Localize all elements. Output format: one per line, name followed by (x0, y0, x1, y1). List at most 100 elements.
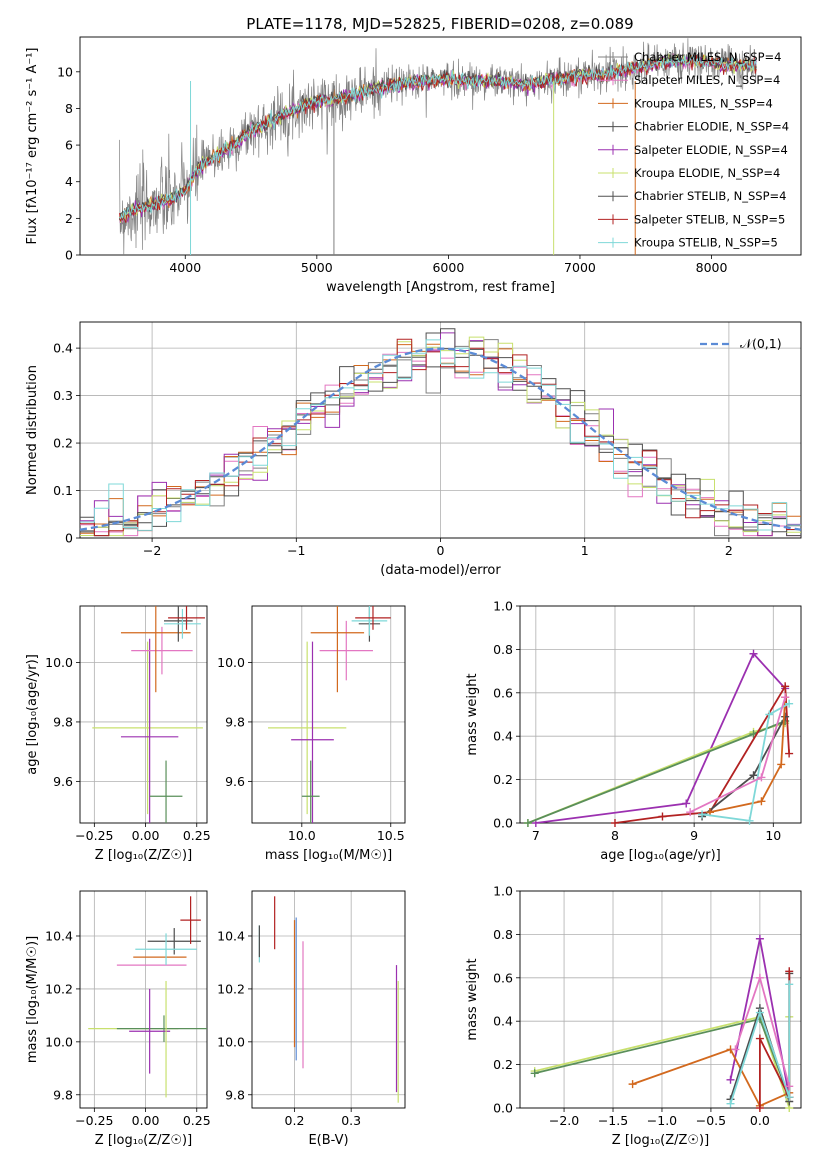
weight-marker (682, 799, 691, 808)
legend-label: Chabrier ELODIE, N_SSP=4 (634, 120, 789, 134)
y-axis-label: Flux [fλ10⁻¹⁷ erg cm⁻² s⁻¹ A⁻¹] (25, 48, 40, 245)
weight-marker (757, 773, 766, 782)
x-tick-label: 10.5 (377, 828, 405, 843)
x-tick-label: −0.5 (696, 1113, 726, 1128)
plot-frame (79, 321, 802, 539)
x-axis-label: (data-model)/error (380, 563, 501, 578)
weight-marker (749, 771, 758, 780)
weight-line (729, 984, 791, 1104)
weight-marker (731, 1045, 740, 1054)
y-tick-label: 4 (65, 174, 73, 189)
legend-label: Chabrier MILES, N_SSP=4 (634, 50, 781, 64)
x-tick-label: 0.00 (132, 1113, 160, 1128)
weight-marker (785, 1082, 794, 1091)
y-tick-label: 0.0 (493, 816, 513, 831)
y-axis-label: mass weight (465, 958, 480, 1040)
histogram-step (80, 339, 801, 537)
weight-marker (610, 819, 619, 827)
x-tick-label: 0.0 (750, 1113, 770, 1128)
y-tick-label: 0.8 (493, 927, 513, 942)
weight-marker (785, 980, 794, 989)
weight-marker (785, 749, 794, 758)
chart-spectrum: 4000 5000 6000 7000 8000 0 2 4 6 8 10 wavelength [A… (25, 36, 802, 295)
plot-frame (519, 605, 802, 824)
weight-marker (757, 797, 766, 806)
y-axis-label: mass [log₁₀(M/M☉)] (25, 936, 40, 1063)
chart-residuals: −2 −1 0 1 2 0 0.1 0.2 0.3 0.4 (data-model)/error No… (25, 321, 802, 578)
figure-title: PLATE=1178, MJD=52825, FIBERID=0208, z=0… (246, 15, 633, 33)
x-tick-label: 0.25 (183, 1113, 211, 1128)
plot-frame (251, 890, 406, 1109)
histogram-step (80, 328, 801, 537)
y-tick-label: 10.4 (217, 928, 245, 943)
x-axis-label: Z [log₁₀(Z/Z☉)] (95, 1133, 192, 1148)
chart-weight_vs_age: 7 8 9 10 0.0 0.2 0.4 0.6 0.8 1.0 age [log₁₀(age/yr… (465, 599, 802, 863)
y-tick-label: 1.0 (493, 884, 513, 899)
x-tick-label: 6000 (432, 260, 464, 275)
weight-marker (755, 1034, 764, 1043)
x-axis-label: mass [log₁₀(M/M☉)] (265, 848, 392, 863)
y-tick-label: 9.8 (225, 714, 245, 729)
plot-frame (251, 605, 406, 824)
x-axis-label: E(B-V) (308, 1133, 348, 1148)
x-tick-label: 5000 (301, 260, 333, 275)
plot-frame (79, 605, 208, 824)
x-tick-label: 0 (437, 543, 445, 558)
weight-marker (686, 808, 695, 817)
weight-marker (755, 973, 764, 982)
spectrum-model-line (119, 54, 757, 223)
y-tick-label: 0.6 (493, 685, 513, 700)
weight-marker (726, 1099, 735, 1108)
weight-marker (781, 693, 790, 702)
chart-mass_vs_ebv: 0.2 0.3 9.8 10.0 10.2 10.4 E(B-V) (217, 890, 406, 1148)
y-tick-label: 10.4 (45, 928, 73, 943)
y-tick-label: 1.0 (493, 599, 513, 614)
weight-line (632, 1048, 790, 1107)
x-tick-label: 0.2 (285, 1113, 305, 1128)
y-tick-label: 0.1 (53, 483, 73, 498)
weight-line (535, 652, 786, 823)
legend-label: Kroupa MILES, N_SSP=4 (634, 96, 773, 110)
weight-marker (658, 812, 667, 821)
weight-marker (781, 712, 790, 721)
plot-frame (79, 890, 208, 1109)
weight-marker (785, 967, 794, 976)
weight-marker (749, 649, 758, 658)
legend-label: Salpeter MILES, N_SSP=4 (634, 73, 780, 87)
x-tick-label: 1 (581, 543, 589, 558)
y-axis-label: age [log₁₀(age/yr)] (25, 654, 40, 775)
weight-marker (785, 1093, 794, 1102)
legend-label: Chabrier STELIB, N_SSP=4 (634, 189, 786, 203)
chart-mass_vs_z: −0.25 0.00 0.25 9.8 10.0 10.2 10.4 Z [log₁₀(Z/Z… (25, 890, 211, 1148)
x-tick-label: −1 (287, 543, 305, 558)
legend-label: Salpeter ELODIE, N_SSP=4 (634, 143, 788, 157)
weight-marker (698, 810, 707, 819)
x-tick-label: −0.25 (75, 828, 113, 843)
y-tick-label: 0 (65, 531, 73, 546)
x-tick-label: −2 (143, 543, 161, 558)
weight-marker (628, 1080, 637, 1089)
x-tick-label: 0.25 (183, 828, 211, 843)
y-tick-label: 0.8 (493, 642, 513, 657)
legend-label: Kroupa ELODIE, N_SSP=4 (634, 166, 780, 180)
weight-line (701, 702, 790, 822)
x-tick-label: 7 (532, 828, 540, 843)
weight-marker (745, 816, 754, 825)
chart-age_vs_z: −0.25 0.00 0.25 9.6 9.8 10.0 Z [log₁₀(Z/Z☉)] ag… (25, 605, 211, 863)
x-tick-label: 0.00 (132, 828, 160, 843)
y-tick-label: 0 (65, 248, 73, 263)
weight-line (701, 716, 786, 818)
y-tick-label: 10.2 (45, 981, 73, 996)
x-axis-label: Z [log₁₀(Z/Z☉)] (612, 1133, 709, 1148)
x-tick-label: 2 (725, 543, 733, 558)
weight-marker (755, 1008, 764, 1017)
x-tick-label: −0.25 (75, 1113, 113, 1128)
weight-marker (755, 1104, 764, 1112)
weight-marker (777, 760, 786, 769)
x-axis-label: wavelength [Angstrom, rest frame] (326, 280, 555, 295)
y-tick-label: 9.6 (53, 774, 73, 789)
weight-marker (781, 682, 790, 691)
y-axis-label: Normed distribution (25, 365, 40, 495)
weight-marker (523, 819, 532, 827)
legend-label: Kroupa STELIB, N_SSP=5 (634, 236, 778, 250)
